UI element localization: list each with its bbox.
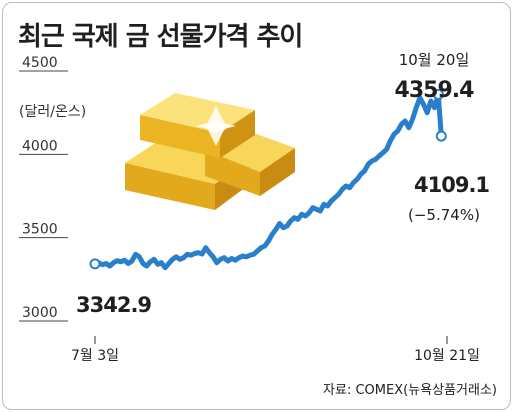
y-tick-label: 4000 <box>22 138 58 154</box>
end-point-marker <box>435 130 447 142</box>
source-note: 자료: COMEX(뉴욕상품거래소) <box>323 383 497 398</box>
y-tick-label: 4500 <box>22 55 58 71</box>
x-tick-label-end: 10월 21일 <box>414 348 480 364</box>
y-tick-label: 3000 <box>22 305 58 321</box>
end-value-label: 4109.1 <box>414 173 489 197</box>
peak-date-label: 10월 20일 <box>399 51 470 69</box>
peak-point-marker <box>432 88 444 100</box>
end-change-label: (−5.74%) <box>408 206 480 224</box>
start-point-marker <box>89 258 101 270</box>
chart-title: 최근 국제 금 선물가격 추이 <box>18 22 303 52</box>
y-axis-unit: (달러/온스) <box>19 104 86 120</box>
start-value-label: 3342.9 <box>76 293 151 317</box>
peak-value-label: 4359.4 <box>395 78 475 103</box>
y-tick-label: 3500 <box>22 222 58 238</box>
series-line <box>92 91 444 271</box>
gold-bars-illustration <box>125 93 295 210</box>
x-tick-label-start: 7월 3일 <box>71 348 119 364</box>
